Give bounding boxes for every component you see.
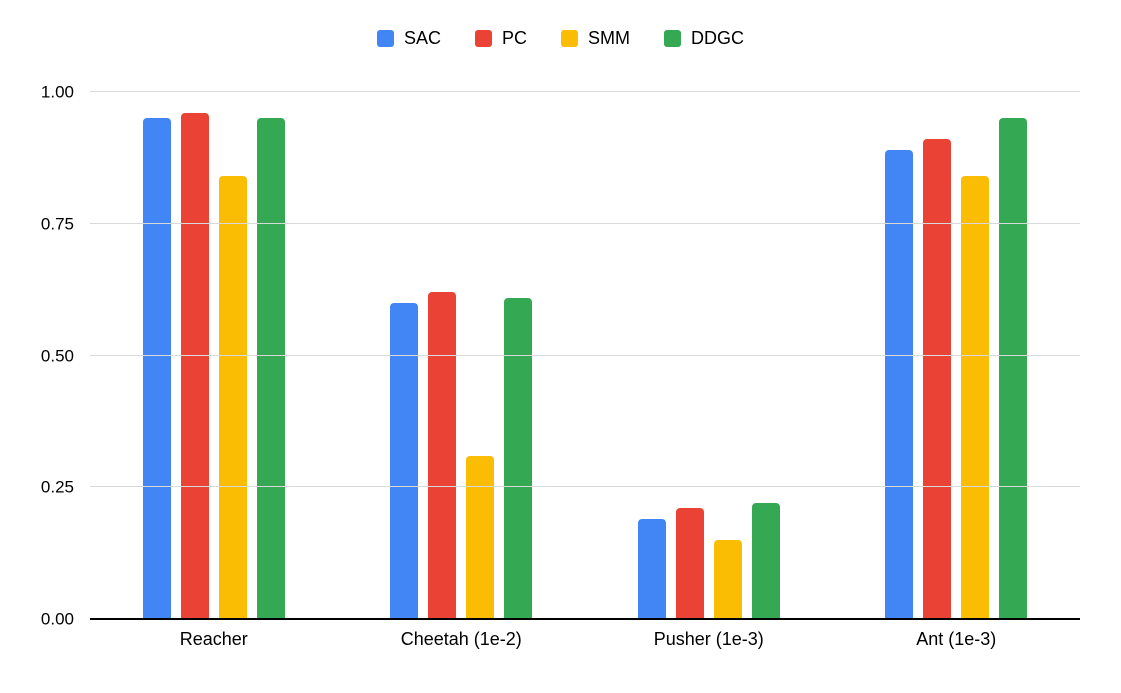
bar-ddgc-reacher — [256, 118, 285, 619]
gridline — [90, 486, 1080, 488]
legend-swatch-ddgc — [664, 29, 682, 47]
bar-sac-pusher-1e-3 — [637, 518, 666, 619]
bar-group-pusher-1e-3 — [585, 92, 833, 619]
bar-sac-reacher — [142, 118, 171, 619]
bar-ddgc-ant-1e-3 — [999, 118, 1028, 619]
bar-pc-ant-1e-3 — [923, 139, 952, 619]
bar-pc-pusher-1e-3 — [675, 508, 704, 619]
legend-item-sac: SAC — [376, 28, 441, 48]
legend-swatch-pc — [475, 29, 492, 47]
x-label-ant-1e-3: Ant (1e-3) — [916, 629, 997, 649]
bar-smm-pusher-1e-3 — [713, 539, 742, 619]
y-tick-label: 0.75 — [40, 214, 74, 234]
bar-ddgc-pusher-1e-3 — [751, 503, 780, 619]
legend-label-pc: PC — [502, 28, 528, 48]
bar-smm-ant-1e-3 — [961, 176, 990, 619]
gridline — [90, 222, 1080, 224]
bar-sac-cheetah-1e-2 — [390, 302, 419, 619]
gridline — [90, 91, 1080, 92]
bar-group-ant-1e-3 — [833, 92, 1081, 619]
bar-group-cheetah-1e-2 — [338, 92, 586, 619]
bar-smm-cheetah-1e-2 — [466, 455, 495, 619]
y-tick-label: 0.50 — [40, 346, 74, 365]
x-axis-labels: Reacher Cheetah (1e-2) Pusher (1e-3) Ant (1… — [90, 629, 1080, 650]
x-label-reacher: Reacher — [179, 629, 248, 649]
legend-item-smm: SMM — [561, 29, 630, 47]
x-axis-line — [90, 618, 1080, 620]
legend-item-pc: PC — [475, 29, 527, 47]
bar-pc-reacher — [180, 113, 209, 619]
x-label-pusher-1e-3: Pusher (1e-3) — [653, 629, 764, 649]
bar-smm-reacher — [218, 176, 247, 619]
legend-label-sac: SAC — [403, 28, 441, 48]
legend-label-ddgc: DDGC — [691, 28, 745, 48]
legend-swatch-sac — [376, 29, 394, 47]
bar-group-reacher — [90, 92, 338, 619]
plot-area — [90, 91, 1080, 620]
y-axis: 0.00 0.25 0.50 0.75 1.00 — [0, 84, 90, 628]
chart-legend: SAC PC SMM DDGC — [0, 24, 1121, 52]
legend-label-smm: SMM — [588, 28, 631, 48]
x-axis-spacer — [0, 629, 90, 650]
bar-ddgc-cheetah-1e-2 — [504, 297, 533, 619]
gridline — [90, 354, 1080, 356]
bar-groups — [90, 92, 1080, 619]
x-axis: Reacher Cheetah (1e-2) Pusher (1e-3) Ant (1… — [0, 629, 1121, 650]
legend-item-ddgc: DDGC — [664, 29, 744, 47]
bar-sac-ant-1e-3 — [885, 149, 914, 619]
x-label-cheetah-1e-2: Cheetah (1e-2) — [400, 629, 522, 649]
bar-pc-cheetah-1e-2 — [428, 292, 457, 619]
y-tick-label: 1.00 — [40, 82, 74, 102]
y-tick-label: 0.25 — [40, 477, 74, 497]
y-tick-label: 0.00 — [40, 609, 74, 629]
legend-swatch-smm — [561, 29, 579, 47]
chart-body: 0.00 0.25 0.50 0.75 1.00 — [0, 84, 1121, 628]
